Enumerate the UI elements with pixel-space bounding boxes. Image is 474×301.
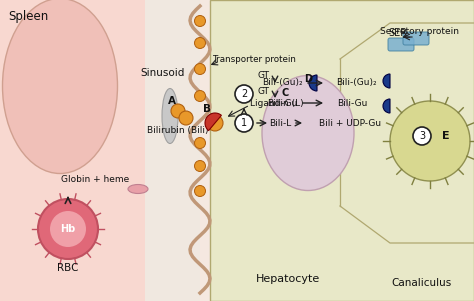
Text: D: D <box>304 74 312 84</box>
Text: C: C <box>282 88 289 98</box>
Text: Canaliculus: Canaliculus <box>392 278 452 288</box>
Circle shape <box>50 211 86 247</box>
Text: Bili-L: Bili-L <box>269 119 291 128</box>
Text: Bili-(Gu)₂: Bili-(Gu)₂ <box>262 79 302 88</box>
Text: B: B <box>203 104 211 114</box>
Text: Spleen: Spleen <box>8 10 48 23</box>
Wedge shape <box>309 75 317 91</box>
Text: Bilirubin (Bili): Bilirubin (Bili) <box>147 126 209 135</box>
Text: A: A <box>168 96 176 106</box>
Text: SER: SER <box>388 28 407 38</box>
Circle shape <box>194 38 206 48</box>
Circle shape <box>235 114 253 132</box>
Text: Bili-Gu: Bili-Gu <box>267 98 297 107</box>
Text: Hepatocyte: Hepatocyte <box>256 274 320 284</box>
Ellipse shape <box>262 76 354 191</box>
Circle shape <box>179 111 193 125</box>
Bar <box>0 0 185 301</box>
Circle shape <box>194 138 206 148</box>
Circle shape <box>194 160 206 172</box>
Circle shape <box>194 15 206 26</box>
Text: 2: 2 <box>241 89 247 99</box>
Bar <box>145 0 200 301</box>
Circle shape <box>194 185 206 197</box>
Text: 1: 1 <box>241 118 247 128</box>
FancyBboxPatch shape <box>388 38 414 51</box>
Ellipse shape <box>128 185 148 194</box>
Bar <box>210 0 474 301</box>
Text: Ligandin (L): Ligandin (L) <box>250 98 304 107</box>
Wedge shape <box>205 113 221 131</box>
Text: 3: 3 <box>419 131 425 141</box>
Text: Hb: Hb <box>60 224 76 234</box>
Text: GT: GT <box>258 72 270 80</box>
Wedge shape <box>383 74 390 88</box>
Text: Sinusoid: Sinusoid <box>141 68 185 78</box>
Text: E: E <box>442 131 450 141</box>
Circle shape <box>38 199 98 259</box>
Ellipse shape <box>162 88 178 144</box>
Text: Bili + UDP-Gu: Bili + UDP-Gu <box>319 119 381 128</box>
Text: Globin + heme: Globin + heme <box>61 175 129 184</box>
Circle shape <box>171 104 185 118</box>
Circle shape <box>194 91 206 101</box>
Text: Bili-(Gu)₂: Bili-(Gu)₂ <box>336 79 376 88</box>
FancyBboxPatch shape <box>403 32 429 45</box>
Wedge shape <box>383 99 390 113</box>
Text: Secretory protein: Secretory protein <box>381 26 459 36</box>
Text: Bili-Gu: Bili-Gu <box>337 98 367 107</box>
Ellipse shape <box>2 0 118 173</box>
Circle shape <box>194 64 206 75</box>
Text: GT: GT <box>258 86 270 95</box>
Text: Transporter protein: Transporter protein <box>212 54 296 64</box>
Circle shape <box>390 101 470 181</box>
Circle shape <box>207 115 223 131</box>
Text: RBC: RBC <box>57 263 79 273</box>
Circle shape <box>235 85 253 103</box>
Circle shape <box>413 127 431 145</box>
